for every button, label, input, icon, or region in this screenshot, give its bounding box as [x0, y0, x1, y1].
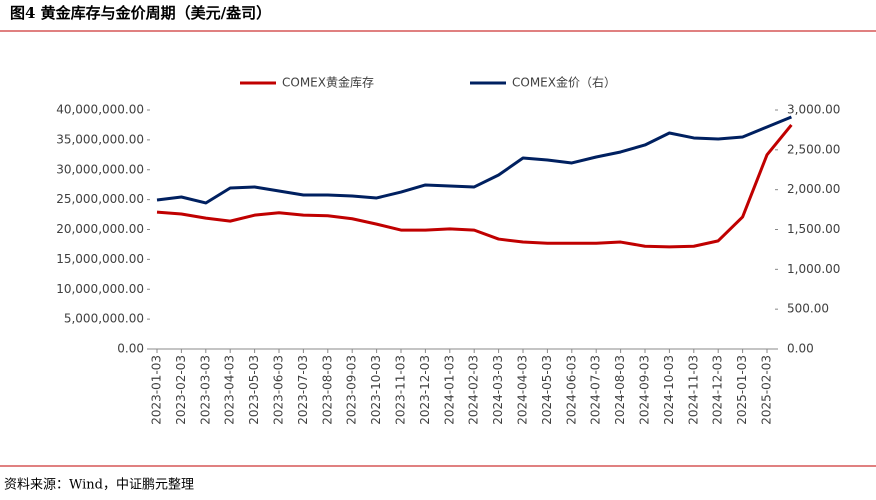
- x-tick-label: 2023-06-03: [272, 355, 286, 425]
- y-tick-label: 35,000,000.00: [56, 132, 144, 146]
- x-tick-label: 2023-07-03: [296, 355, 310, 425]
- x-tick-label: 2023-11-03: [394, 355, 408, 425]
- y2-tick-label: 500.00: [787, 302, 829, 316]
- x-tick-label: 2023-08-03: [320, 355, 334, 425]
- x-tick-label: 2023-05-03: [247, 355, 261, 425]
- x-tick-label: 2024-02-03: [467, 355, 481, 425]
- y2-tick-label: 1,500.00: [787, 222, 840, 236]
- y2-tick-label: 0.00: [787, 342, 814, 356]
- x-tick-label: 2023-10-03: [369, 355, 383, 425]
- x-tick-label: 2024-09-03: [638, 355, 652, 425]
- y2-tick-label: 1,000.00: [787, 262, 840, 276]
- x-tick-label: 2023-03-03: [198, 355, 212, 425]
- x-tick-label: 2023-02-03: [174, 355, 188, 425]
- x-tick-label: 2024-05-03: [540, 355, 554, 425]
- x-tick-label: 2023-12-03: [418, 355, 432, 425]
- x-tick-label: 2024-08-03: [613, 355, 627, 425]
- x-tick-label: 2023-04-03: [223, 355, 237, 425]
- x-tick-label: 2024-01-03: [442, 355, 456, 425]
- x-tick-label: 2024-06-03: [564, 355, 578, 425]
- y-tick-label: 15,000,000.00: [56, 252, 144, 266]
- x-tick-label: 2023-09-03: [345, 355, 359, 425]
- x-tick-label: 2024-07-03: [589, 355, 603, 425]
- chart-title: 图4 黄金库存与金价周期（美元/盎司）: [10, 4, 271, 22]
- x-tick-label: 2024-04-03: [516, 355, 530, 425]
- x-tick-label: 2023-01-03: [150, 355, 164, 425]
- y-tick-label: 20,000,000.00: [56, 222, 144, 236]
- y2-tick-label: 2,500.00: [787, 142, 840, 156]
- x-tick-label: 2024-12-03: [711, 355, 725, 425]
- legend-label: COMEX金价（右）: [512, 75, 616, 90]
- series-line: [156, 115, 792, 205]
- y-tick-label: 30,000,000.00: [56, 162, 144, 176]
- y-tick-label: 10,000,000.00: [56, 282, 144, 296]
- source: 资料来源：Wind，中证鹏元整理: [4, 478, 194, 493]
- x-tick-label: 2024-10-03: [662, 355, 676, 425]
- x-tick-label: 2025-02-03: [760, 355, 774, 425]
- y-tick-label: 40,000,000.00: [56, 103, 144, 117]
- y2-tick-label: 3,000.00: [787, 103, 840, 117]
- y-tick-label: 25,000,000.00: [56, 192, 144, 206]
- series-line: [156, 123, 793, 249]
- x-tick-label: 2024-11-03: [686, 355, 700, 425]
- y-tick-label: 0.00: [117, 342, 144, 356]
- y-tick-label: 5,000,000.00: [64, 312, 144, 326]
- y2-tick-label: 2,000.00: [787, 182, 840, 196]
- x-tick-label: 2024-03-03: [491, 355, 505, 425]
- x-tick-label: 2025-01-03: [735, 355, 749, 425]
- legend-label: COMEX黄金库存: [282, 75, 374, 90]
